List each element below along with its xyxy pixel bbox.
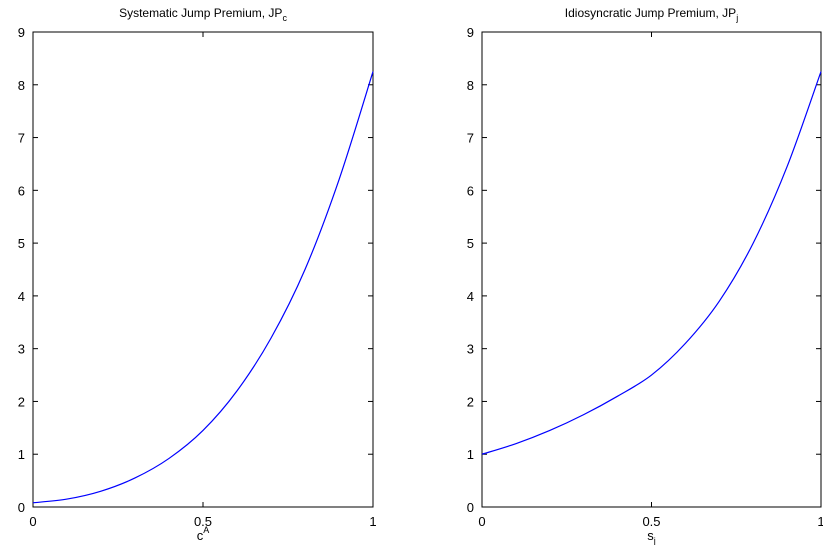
- y-tick-label: 5: [467, 236, 474, 251]
- series-line: [32, 71, 374, 504]
- y-tick-label: 9: [467, 25, 474, 40]
- x-tick-label: 1: [369, 514, 376, 529]
- x-axis-label-main: c: [197, 528, 204, 543]
- chart-title-main: Systematic Jump Premium, JP: [119, 6, 282, 20]
- x-axis-label: sj: [647, 528, 656, 545]
- y-tick-label: 6: [467, 183, 474, 198]
- y-tick-label: 2: [467, 394, 474, 409]
- x-axis-label-main: s: [647, 528, 654, 543]
- chart-title-subscript: j: [735, 13, 738, 23]
- chart-idiosyncratic-jump-premium: 0 1 2 3 4 5 6 7 8 9 0 0.5 1 Idiosyncratic Jump Premiu…: [467, 6, 823, 545]
- y-tick-label: 3: [467, 342, 474, 357]
- y-tick-label: 8: [467, 78, 474, 93]
- y-tick-label: 6: [18, 183, 25, 198]
- chart-title-subscript: c: [282, 13, 287, 23]
- y-tick-label: 5: [18, 236, 25, 251]
- x-axis-label: cA: [197, 525, 210, 543]
- x-tick-label: 0.5: [194, 514, 212, 529]
- x-tick-label: 0: [478, 514, 485, 529]
- series-line: [481, 71, 822, 455]
- y-tick-label: 0: [467, 500, 474, 515]
- x-tick-label: 1: [817, 514, 823, 529]
- x-tick-label: 0: [29, 514, 36, 529]
- axes-frame: [481, 31, 822, 508]
- y-tick-label: 0: [18, 500, 25, 515]
- y-tick-label: 4: [467, 289, 474, 304]
- axes-frame: [32, 31, 374, 508]
- x-axis-label-subscript: j: [653, 536, 656, 545]
- chart-title-main: Idiosyncratic Jump Premium, JP: [565, 6, 736, 20]
- y-tick-label: 1: [18, 447, 25, 462]
- y-tick-label: 7: [18, 131, 25, 146]
- y-tick-label: 2: [18, 394, 25, 409]
- y-tick-label: 7: [467, 131, 474, 146]
- chart-title: Systematic Jump Premium, JPc: [119, 6, 287, 23]
- chart-title: Idiosyncratic Jump Premium, JPj: [565, 6, 738, 23]
- chart-systematic-jump-premium: 0 1 2 3 4 5 6 7 8 9 0 0.5 1 Systematic Jump Premium, …: [18, 6, 377, 543]
- y-tick-label: 3: [18, 342, 25, 357]
- x-axis-label-superscript: A: [203, 525, 209, 535]
- y-tick-label: 4: [18, 289, 25, 304]
- y-tick-label: 9: [18, 25, 25, 40]
- x-tick-label: 0.5: [642, 514, 660, 529]
- y-tick-label: 8: [18, 78, 25, 93]
- y-tick-label: 1: [467, 447, 474, 462]
